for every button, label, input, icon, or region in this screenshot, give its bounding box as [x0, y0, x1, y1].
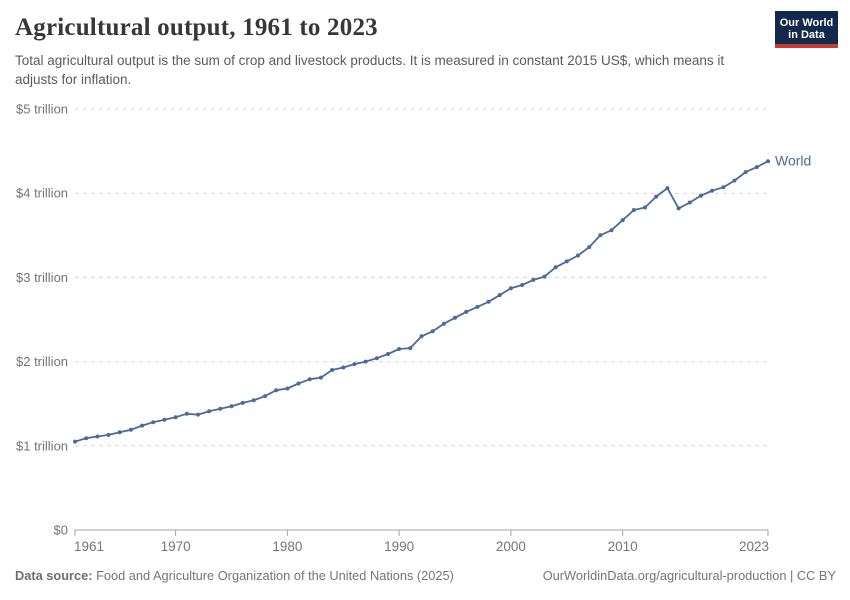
data-point-marker — [609, 228, 614, 233]
data-point-marker — [620, 218, 625, 223]
data-source-label: Data source: — [15, 568, 93, 583]
data-point-marker — [698, 193, 703, 198]
data-point-marker — [631, 208, 636, 212]
data-point-marker — [430, 329, 435, 334]
data-point-marker — [307, 377, 312, 382]
data-point-marker — [710, 188, 715, 193]
data-point-marker — [721, 185, 726, 190]
data-point-marker — [140, 423, 145, 428]
data-point-marker — [263, 394, 267, 399]
data-point-marker — [218, 406, 223, 411]
chart-subtitle: Total agricultural output is the sum of … — [15, 53, 725, 87]
data-point-marker — [73, 439, 77, 444]
data-point-marker — [475, 304, 480, 309]
data-point-marker — [520, 283, 525, 287]
data-point-marker — [352, 362, 357, 367]
y-tick-label: $0 — [54, 523, 68, 538]
data-point-marker — [162, 417, 167, 422]
data-point-marker — [95, 434, 100, 439]
attribution-note: OurWorldinData.org/agricultural-producti… — [542, 568, 836, 583]
data-point-marker — [151, 420, 156, 425]
data-point-marker — [464, 309, 469, 314]
data-point-marker — [654, 194, 659, 199]
data-point-marker — [531, 277, 536, 282]
data-point-marker — [128, 427, 133, 432]
x-tick-label: 1961 — [74, 539, 104, 554]
data-point-marker — [564, 259, 569, 264]
chart-footer: Data source: Food and Agriculture Organi… — [0, 568, 850, 583]
data-point-marker — [363, 359, 368, 364]
data-point-marker — [330, 368, 335, 372]
y-tick-label: $4 trillion — [16, 186, 68, 201]
data-point-marker — [743, 170, 748, 175]
data-point-marker — [576, 253, 580, 258]
data-point-marker — [441, 321, 446, 326]
owid-logo-line2: in Data — [788, 28, 825, 41]
y-tick-label: $3 trillion — [16, 270, 68, 285]
data-point-marker — [106, 432, 111, 437]
data-point-marker — [766, 159, 770, 164]
data-point-marker — [374, 356, 379, 361]
x-tick-label: 1980 — [272, 539, 302, 554]
data-point-marker — [229, 404, 234, 409]
x-tick-label: 1990 — [384, 539, 414, 554]
data-point-marker — [251, 398, 256, 403]
data-point-marker — [587, 245, 592, 250]
y-tick-label: $5 trillion — [16, 102, 68, 117]
data-point-marker — [296, 381, 301, 386]
page-title: Agricultural output, 1961 to 2023 — [15, 14, 378, 41]
data-point-marker — [173, 415, 178, 420]
data-point-marker — [274, 388, 279, 393]
x-tick-label: 2023 — [739, 539, 769, 554]
data-point-marker — [497, 293, 502, 298]
data-point-marker — [408, 346, 413, 351]
data-point-marker — [341, 365, 346, 370]
data-point-marker — [285, 386, 290, 391]
data-point-marker — [240, 400, 245, 405]
data-point-marker — [598, 233, 603, 238]
data-point-marker — [84, 436, 89, 441]
data-point-marker — [643, 205, 647, 210]
data-source-note: Data source: Food and Agriculture Organi… — [15, 568, 454, 583]
data-point-marker — [665, 186, 670, 191]
data-point-marker — [732, 178, 737, 183]
data-point-marker — [419, 334, 424, 339]
x-tick-label: 2010 — [608, 539, 638, 554]
world-line — [74, 160, 769, 443]
data-point-marker — [754, 165, 759, 170]
data-point-marker — [386, 352, 390, 356]
data-point-marker — [184, 411, 189, 416]
data-point-marker — [676, 206, 681, 211]
data-point-marker — [453, 315, 457, 320]
owid-logo-red-stripe — [775, 44, 838, 48]
data-point-marker — [486, 299, 491, 304]
data-point-marker — [508, 286, 513, 291]
data-point-marker — [397, 347, 402, 351]
x-tick-label: 2000 — [496, 539, 526, 554]
y-tick-label: $1 trillion — [16, 438, 68, 453]
data-point-marker — [117, 430, 122, 435]
data-source-value: Food and Agriculture Organization of the… — [92, 568, 454, 583]
x-tick-label: 1970 — [161, 539, 191, 554]
data-point-marker — [318, 375, 323, 380]
y-tick-label: $2 trillion — [16, 354, 68, 369]
data-point-marker — [687, 200, 692, 205]
data-point-marker — [207, 409, 212, 414]
data-point-marker — [553, 265, 558, 270]
series-end-label: World — [775, 153, 811, 169]
owid-logo: Our World in Data — [775, 11, 838, 48]
data-point-marker — [542, 274, 547, 279]
data-point-marker — [196, 412, 200, 417]
owid-logo-line1: Our World — [779, 16, 834, 29]
